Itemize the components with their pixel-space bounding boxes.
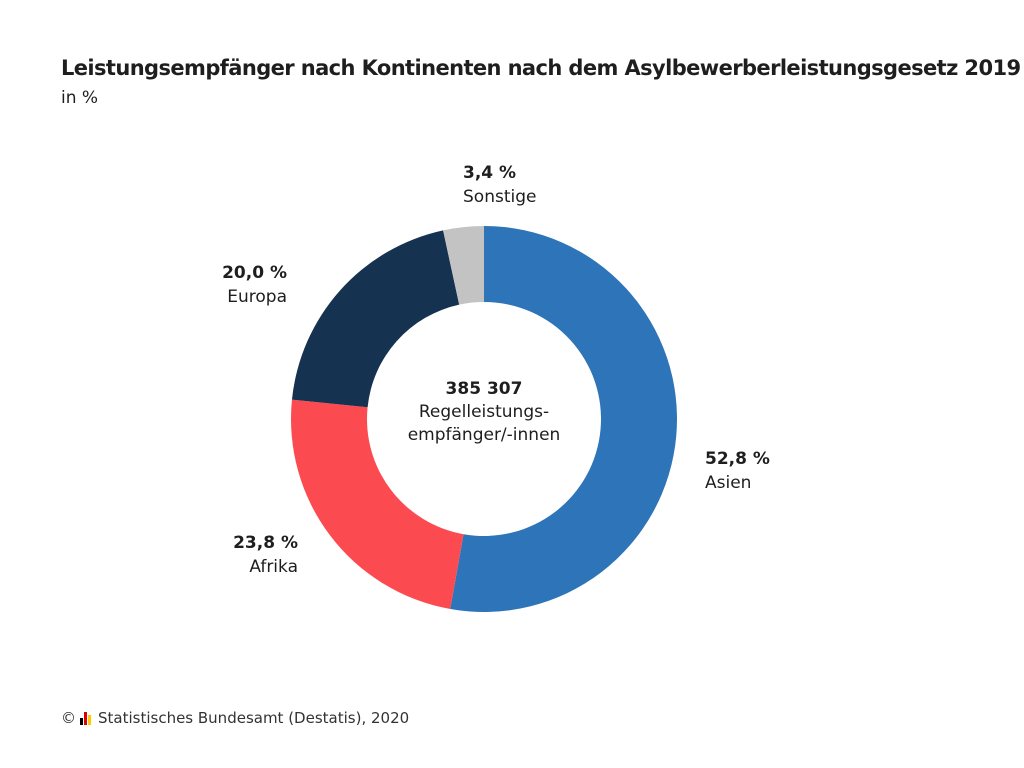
label-europa-name: Europa [227, 287, 287, 307]
donut-center-line2: empfänger/-innen [407, 425, 561, 445]
label-asien: 52,8 % Asien [705, 447, 770, 495]
source-text: Statistisches Bundesamt (Destatis), 2020 [98, 709, 410, 727]
label-afrika: 23,8 % Afrika [233, 531, 298, 579]
label-asien-name: Asien [705, 473, 752, 493]
donut-center-line1: Regelleistungs- [418, 402, 550, 422]
donut-center-total: 385 307 [445, 379, 523, 399]
slice-sonstige [443, 226, 484, 305]
label-afrika-name: Afrika [249, 557, 298, 577]
label-asien-value: 52,8 % [705, 449, 770, 469]
source-footer: © Statistisches Bundesamt (Destatis), 20… [61, 709, 409, 727]
slice-europa [291, 230, 460, 408]
label-sonstige-name: Sonstige [463, 187, 537, 207]
donut-center-text: 385 307 Regelleistungs- empfänger/-innen [384, 378, 584, 447]
label-europa-value: 20,0 % [222, 263, 287, 283]
chart-title: Leistungsempfänger nach Kontinenten nach… [61, 56, 1021, 80]
chart-subtitle: in % [61, 88, 99, 108]
copyright-symbol: © [61, 709, 76, 727]
label-sonstige-value: 3,4 % [463, 163, 517, 183]
destatis-logo-icon [80, 711, 92, 725]
label-europa: 20,0 % Europa [222, 261, 287, 309]
label-sonstige: 3,4 % Sonstige [463, 161, 536, 209]
slice-asien [450, 226, 677, 612]
slice-afrika [290, 399, 464, 610]
label-afrika-value: 23,8 % [233, 533, 298, 553]
